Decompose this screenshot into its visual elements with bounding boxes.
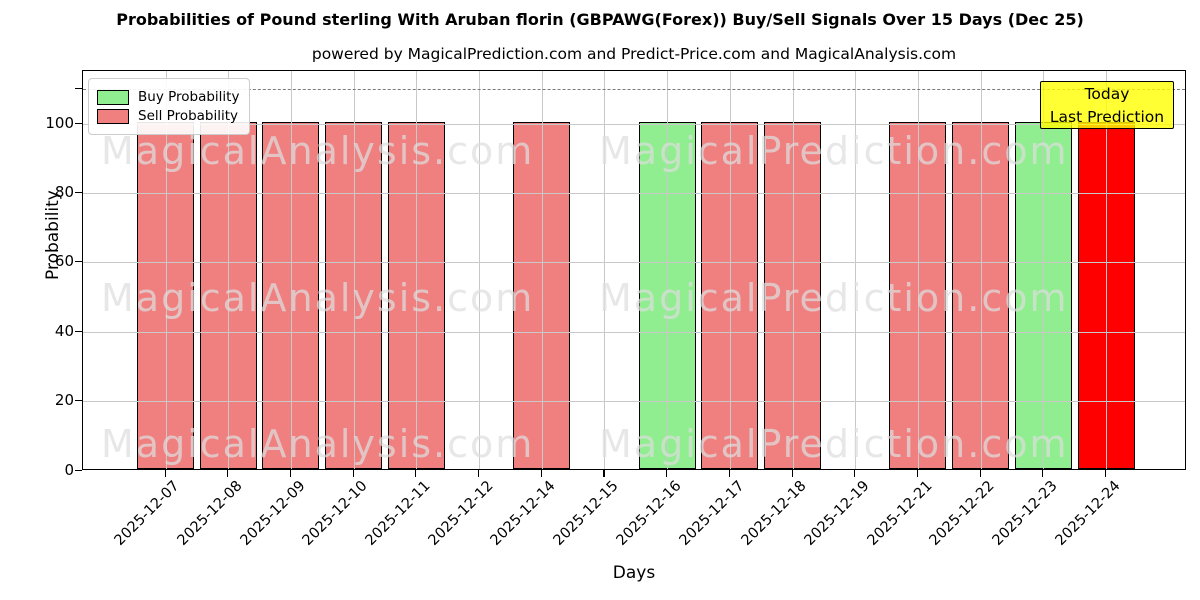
x-tick-label: 2025-12-12 <box>425 478 497 549</box>
y-tick-mark <box>75 469 82 471</box>
x-tick-label: 2025-12-19 <box>801 478 873 549</box>
legend-item-sell: Sell Probability <box>97 108 239 124</box>
gridline-vertical <box>1043 71 1045 469</box>
x-tick-mark <box>289 470 292 477</box>
buy-swatch <box>97 89 129 105</box>
x-tick-mark <box>478 470 480 477</box>
x-tick-mark <box>352 470 354 477</box>
threshold-dashed-line <box>83 88 1185 90</box>
gridline-vertical <box>667 71 669 469</box>
chart-title: Probabilities of Pound sterling With Aru… <box>116 10 1084 29</box>
gridline-vertical <box>729 71 731 469</box>
y-tick-mark <box>75 122 82 124</box>
y-tick-mark-threshold <box>75 87 82 89</box>
gridline-vertical <box>541 71 543 469</box>
x-tick-mark <box>603 470 605 477</box>
x-tick-label: 2025-12-11 <box>362 478 434 549</box>
y-tick-label: 20 <box>54 391 74 410</box>
gridline-horizontal <box>83 192 1185 194</box>
x-tick-mark <box>854 470 856 477</box>
x-tick-mark <box>164 470 166 477</box>
today-annotation-line2: Last Prediction <box>1049 108 1165 127</box>
gridline-vertical <box>1106 71 1107 469</box>
x-tick-mark <box>728 470 730 477</box>
y-tick-label: 60 <box>54 252 74 271</box>
y-tick-label: 40 <box>54 321 74 340</box>
x-tick-label: 2025-12-22 <box>927 478 998 549</box>
x-tick-label: 2025-12-14 <box>488 478 560 549</box>
gridline-vertical <box>228 71 230 469</box>
gridline-vertical <box>165 71 167 469</box>
x-tick-label: 2025-12-21 <box>864 478 936 549</box>
y-tick-label: 100 <box>45 113 74 132</box>
x-tick-label: 2025-12-07 <box>111 478 183 549</box>
gridline-horizontal <box>83 331 1185 333</box>
y-tick-mark <box>75 191 82 194</box>
legend-label-sell: Sell Probability <box>138 108 239 124</box>
x-tick-label: 2025-12-09 <box>237 478 309 549</box>
x-tick-label: 2025-12-23 <box>989 478 1061 549</box>
x-tick-label: 2025-12-18 <box>738 478 810 549</box>
plot-area: Buy Probability Sell Probability Today L… <box>82 70 1186 470</box>
x-tick-label: 2025-12-08 <box>174 478 246 549</box>
sell-swatch <box>97 108 129 124</box>
x-tick-label: 2025-12-24 <box>1052 478 1124 549</box>
y-tick-label: 80 <box>54 182 74 201</box>
legend-item-buy: Buy Probability <box>97 89 239 105</box>
gridline-horizontal <box>83 262 1185 264</box>
gridline-vertical <box>604 71 606 469</box>
today-annotation-line1: Today <box>1084 85 1130 103</box>
x-tick-label: 2025-12-15 <box>550 478 622 549</box>
gridline-vertical <box>980 71 982 469</box>
today-annotation-box: Today Last Prediction <box>1040 81 1174 129</box>
legend-box: Buy Probability Sell Probability <box>88 78 251 135</box>
y-tick-label: 0 <box>64 460 74 479</box>
legend-label-buy: Buy Probability <box>138 89 240 105</box>
x-tick-mark <box>227 470 229 477</box>
x-tick-mark <box>1042 470 1044 477</box>
gridline-vertical <box>353 71 355 469</box>
gridline-vertical <box>917 71 919 469</box>
gridline-horizontal <box>83 123 1185 125</box>
x-tick-label: 2025-12-16 <box>613 478 685 549</box>
x-tick-mark <box>1105 470 1107 477</box>
gridline-horizontal <box>83 401 1185 403</box>
x-tick-label: 2025-12-17 <box>676 478 748 549</box>
y-tick-mark <box>75 400 82 402</box>
gridline-vertical <box>416 71 418 469</box>
x-axis-label: Days <box>612 563 656 583</box>
gridline-vertical <box>479 71 480 469</box>
x-tick-mark <box>791 470 793 477</box>
gridline-vertical <box>290 71 292 469</box>
x-tick-mark <box>415 470 417 477</box>
y-tick-mark <box>75 261 82 263</box>
chart-subtitle: powered by MagicalPrediction.com and Pre… <box>311 45 957 63</box>
x-tick-mark <box>540 470 542 477</box>
x-tick-mark <box>979 470 981 477</box>
y-tick-mark <box>75 330 82 332</box>
gridline-vertical <box>792 71 794 469</box>
x-tick-mark <box>916 470 919 477</box>
x-tick-mark <box>666 470 668 477</box>
gridline-vertical <box>855 71 857 469</box>
x-tick-label: 2025-12-10 <box>300 478 371 549</box>
